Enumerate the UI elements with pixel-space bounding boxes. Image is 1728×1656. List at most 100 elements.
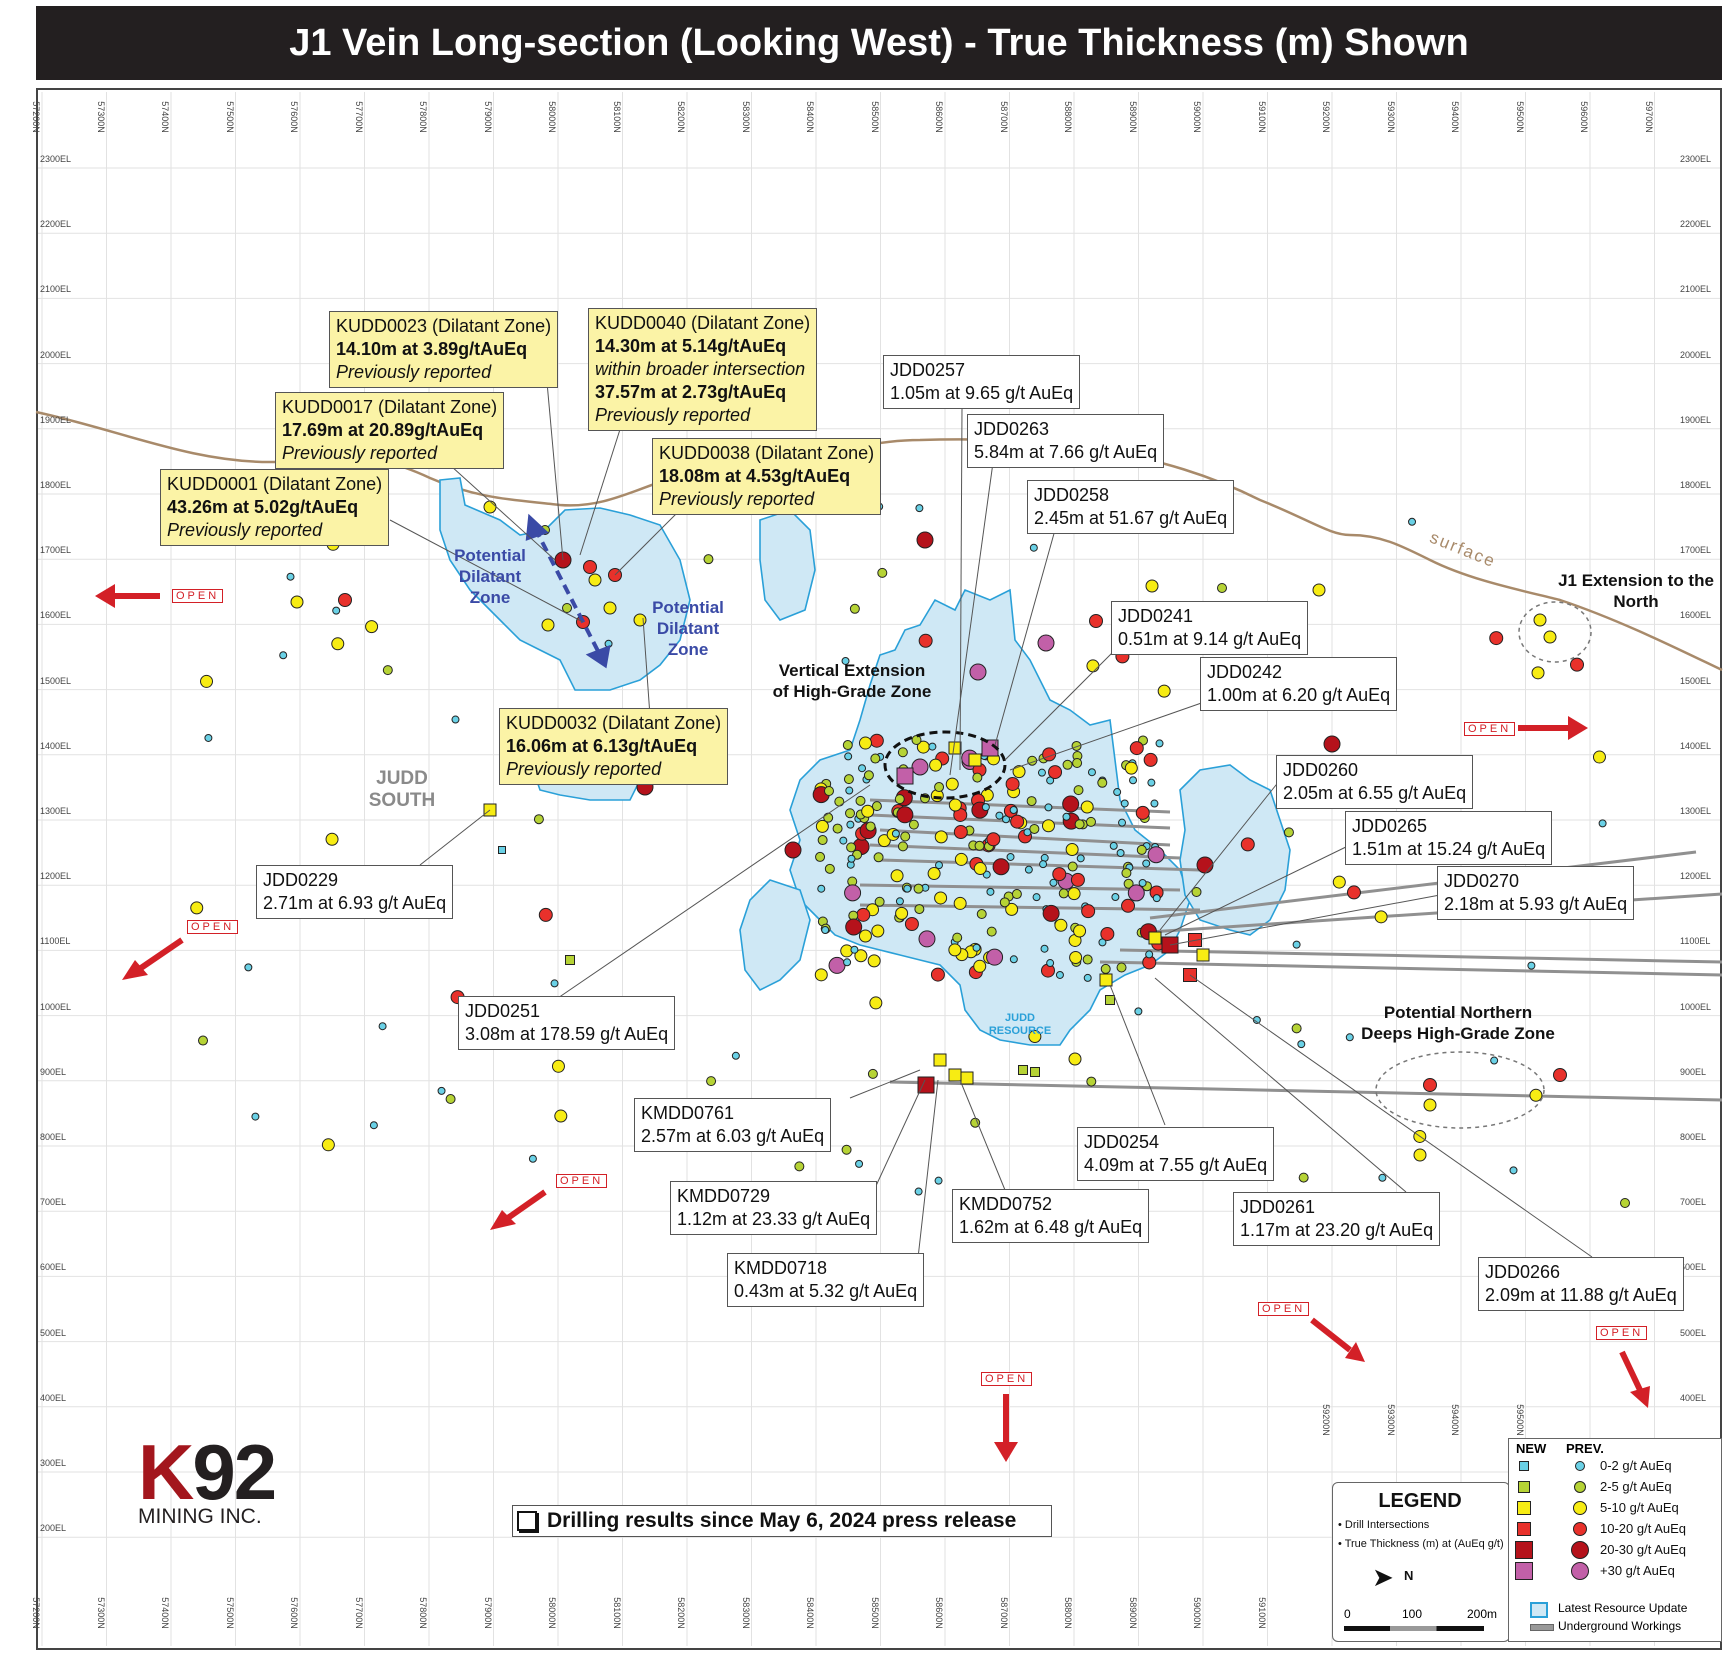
prev-drill-intersection: [1009, 806, 1018, 815]
prev-drill-intersection: [784, 841, 802, 859]
callout-title: JDD0241: [1118, 606, 1194, 626]
prev-drill-intersection: [895, 897, 904, 906]
prev-drill-intersection: [200, 674, 214, 688]
prev-drill-intersection: [551, 1059, 565, 1073]
prev-drill-intersection: [1037, 768, 1046, 777]
elevation-label: 2200EL: [40, 219, 72, 230]
callout-value: 16.06m at 6.13g/tAuEq: [506, 736, 698, 756]
elevation-label-right: 1900EL: [1680, 414, 1712, 425]
prev-drill-intersection: [1527, 961, 1536, 970]
prev-drill-intersection: [1529, 1088, 1543, 1102]
prev-drill-intersection: [995, 811, 1004, 820]
prev-drill-intersection: [1037, 634, 1055, 652]
elevation-label-right: 600EL: [1680, 1262, 1707, 1273]
judd-resource-area: [739, 588, 1291, 1046]
elevation-label: 1800EL: [40, 480, 72, 490]
prev-drill-intersection: [1147, 778, 1156, 787]
northing-label-bottom: 58400N: [804, 1597, 815, 1629]
prev-drill-intersection: [969, 663, 987, 681]
callout-title: JDD0251: [465, 1001, 541, 1021]
northern-deeps-ellipse: [1375, 1051, 1545, 1129]
callout-kmdd0761: KMDD0761 2.57m at 6.03 g/t AuEq: [634, 1098, 832, 1152]
prev-drill-intersection: [204, 733, 213, 742]
elevation-label: 2300EL: [40, 154, 72, 164]
prev-drill-intersection: [1072, 757, 1083, 768]
prev-drill-intersection: [828, 956, 846, 974]
prev-drill-intersection: [1026, 796, 1037, 807]
callout-value: 37.57m at 2.73g/tAuEq: [595, 382, 787, 402]
prev-drill-intersection: [954, 852, 968, 866]
checkbox-icon: [517, 1511, 537, 1531]
elevation-label-right: 1000EL: [1680, 1001, 1712, 1012]
new-drill-intersection: [960, 1071, 974, 1085]
prev-drill-intersection: [948, 943, 962, 957]
potential-dilatant-zone-label-2: Potential Dilatant Zone: [652, 598, 724, 659]
prev-drill-intersection: [1069, 951, 1083, 965]
legend-new-swatch: [1519, 1461, 1529, 1471]
prev-drill-intersection: [890, 869, 904, 883]
prev-drill-intersection: [1076, 854, 1085, 863]
elevation-label-right: 2300EL: [1680, 154, 1712, 164]
prev-drill-intersection: [1009, 955, 1018, 964]
prev-drill-intersection: [911, 758, 929, 776]
elevation-label: 1700EL: [40, 545, 72, 556]
northing-label-bottom: 58300N: [740, 1597, 751, 1629]
prev-drill-intersection: [338, 593, 352, 607]
callout-jdd0257: JDD0257 1.05m at 9.65 g/t AuEq: [883, 355, 1081, 409]
callout-kudd0038: KUDD0038 (Dilatant Zone) 18.08m at 4.53g…: [652, 438, 882, 515]
prev-drill-intersection: [914, 904, 925, 915]
callout-jdd0251: JDD0251 3.08m at 178.59 g/t AuEq: [458, 996, 676, 1050]
northern-deeps-label: Potential Northern Deeps High-Grade Zone: [1361, 1003, 1555, 1043]
prev-drill-intersection: [1553, 1068, 1567, 1082]
prev-drill-intersection: [817, 884, 826, 893]
legend-grade-label: 5-10 g/t AuEq: [1600, 1500, 1679, 1515]
legend-prev-swatch: [1571, 1541, 1589, 1559]
prev-drill-intersection: [1039, 860, 1048, 869]
prev-drill-intersection: [1062, 759, 1073, 770]
prev-drill-intersection: [1109, 841, 1118, 850]
prev-drill-intersection: [1123, 878, 1134, 889]
prev-drill-intersection: [908, 819, 919, 830]
prev-drill-intersection: [1598, 819, 1607, 828]
prev-drill-intersection: [1111, 893, 1120, 902]
prev-drill-intersection: [1062, 812, 1071, 821]
prev-drill-intersection: [861, 804, 875, 818]
prev-drill-intersection: [976, 909, 987, 920]
map-frame: [36, 88, 1722, 1650]
prev-drill-intersection: [1005, 776, 1020, 791]
prev-drill-intersection: [850, 945, 859, 954]
callout-title: KMDD0761: [641, 1103, 735, 1123]
prev-drill-intersection: [927, 867, 941, 881]
elevation-label: 1200EL: [40, 871, 72, 882]
prev-drill-intersection: [1029, 543, 1038, 552]
prev-drill-intersection: [244, 963, 253, 972]
prev-drill-intersection: [845, 808, 856, 819]
prev-drill-intersection: [583, 560, 597, 574]
prev-drill-intersection: [896, 806, 914, 824]
legend-prev-swatch: [1574, 1481, 1586, 1493]
elevation-label-right: 1800EL: [1680, 480, 1712, 490]
callout-value: 43.26m at 5.02g/tAuEq: [167, 497, 359, 517]
prev-drill-intersection: [1147, 846, 1165, 864]
northing-label-mid: 59200N: [1320, 1404, 1331, 1436]
prev-drill-intersection: [1012, 765, 1026, 779]
j1-extension-ellipse: [1518, 601, 1592, 663]
elevation-label: 900EL: [40, 1066, 67, 1077]
callout-kmdd0729: KMDD0729 1.12m at 23.33 g/t AuEq: [670, 1181, 878, 1235]
prev-drill-intersection: [1533, 613, 1547, 627]
prev-drill-intersection: [1217, 583, 1227, 593]
prev-drill-intersection: [1073, 924, 1087, 938]
prev-drill-intersection: [1129, 741, 1144, 756]
prev-drill-intersection: [1423, 1098, 1437, 1112]
open-tag: OPEN: [1596, 1326, 1648, 1340]
callout-note: Previously reported: [659, 489, 815, 509]
prev-drill-intersection: [1378, 1173, 1387, 1182]
callout-value: 1.12m at 23.33 g/t AuEq: [677, 1209, 871, 1229]
northing-label-bottom: 58700N: [998, 1597, 1009, 1629]
prev-drill-intersection: [1134, 1007, 1143, 1016]
prev-drill-intersection: [869, 996, 883, 1010]
prev-drill-intersection: [1032, 893, 1041, 902]
new-drill-intersection: [1196, 948, 1210, 962]
legend-new-swatch: [1518, 1481, 1530, 1493]
judd-south-label: JUDD SOUTH: [368, 768, 436, 811]
